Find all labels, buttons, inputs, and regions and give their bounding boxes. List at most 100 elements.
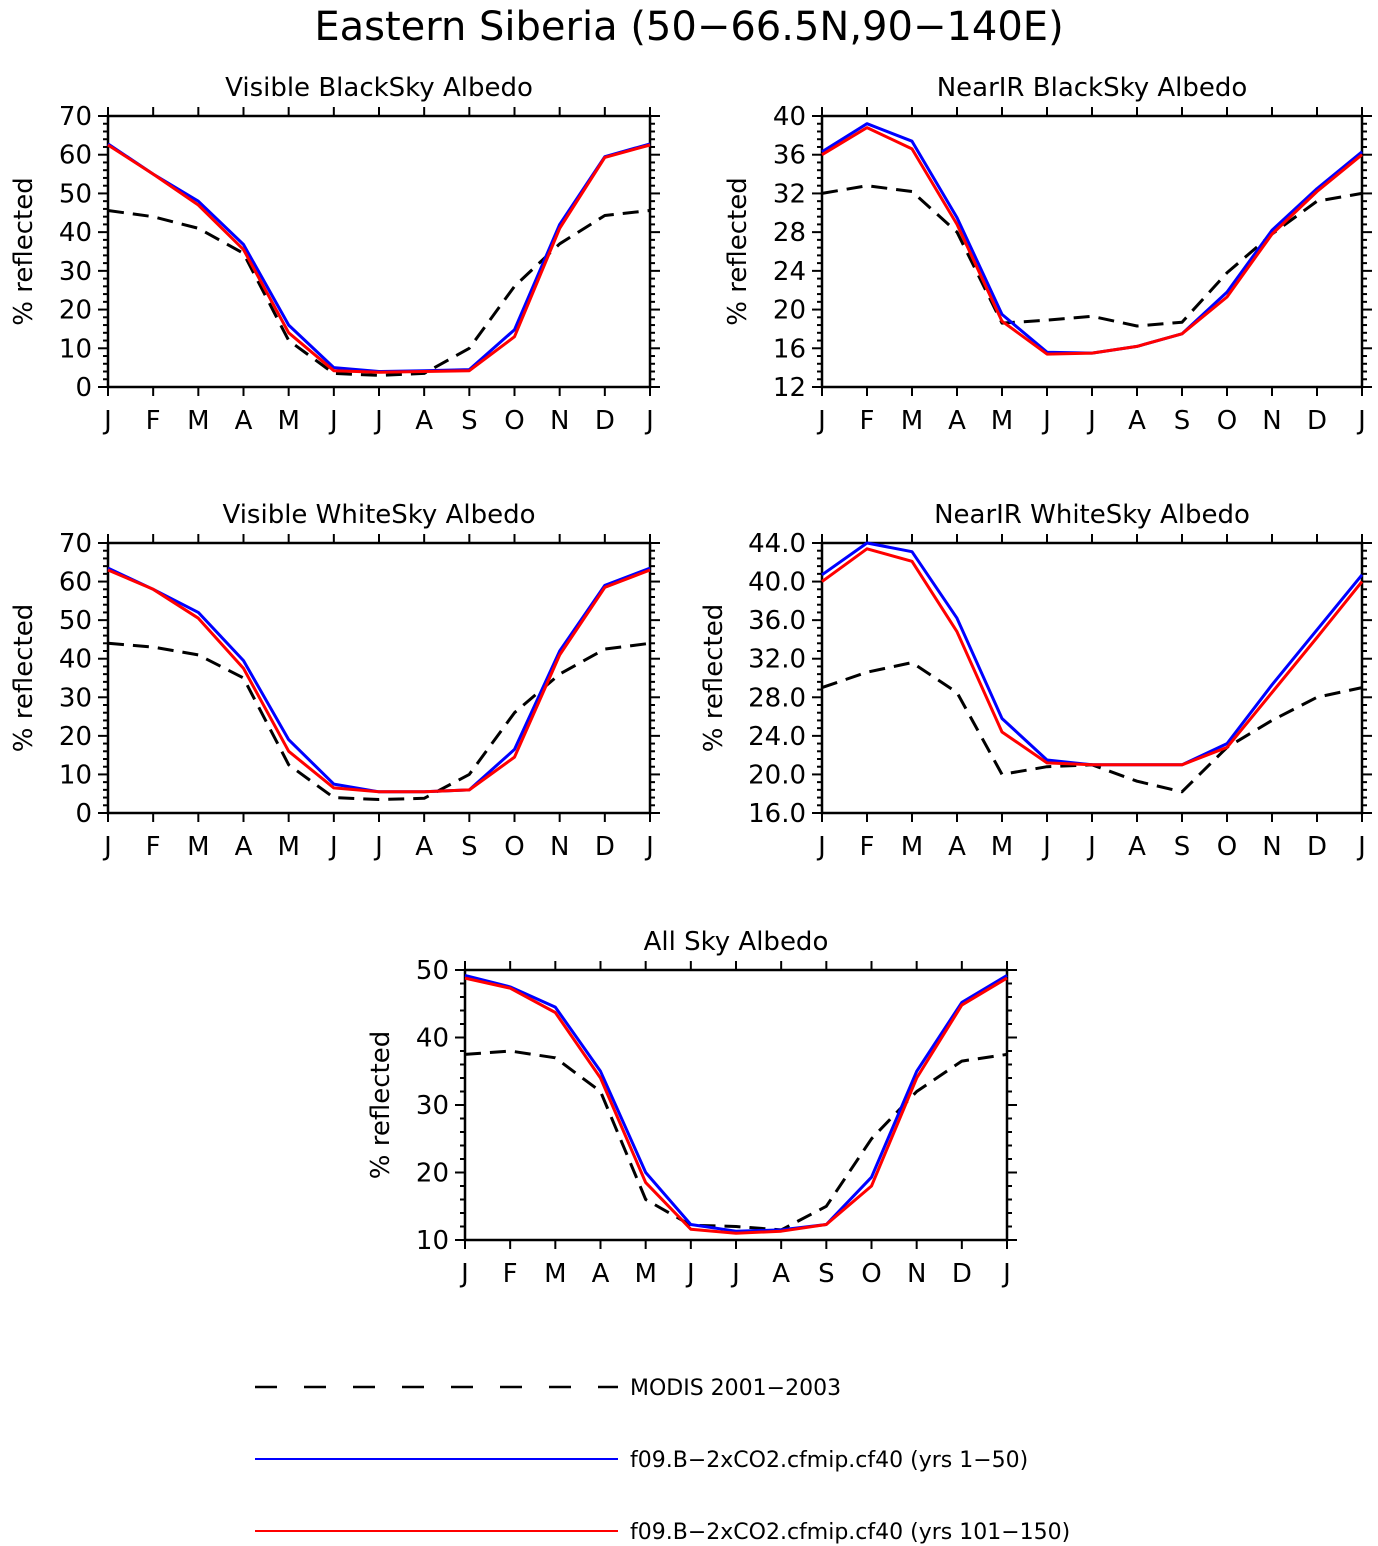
y-axis-label: % reflected — [9, 604, 39, 752]
y-tick-label: 16 — [773, 334, 806, 364]
x-tick-label: J — [459, 1259, 469, 1289]
series-line-run1 — [821, 541, 1364, 767]
x-tick-label: F — [146, 832, 161, 862]
y-tick-label: 20 — [59, 296, 92, 326]
y-tick-label: 60 — [59, 568, 92, 598]
y-tick-label: 60 — [59, 141, 92, 171]
y-tick-label: 12 — [773, 373, 806, 403]
x-tick-label: J — [102, 406, 112, 436]
y-tick-label: 10 — [416, 1226, 449, 1256]
y-tick-label: 50 — [59, 606, 92, 636]
series-line-modis — [464, 1049, 1008, 1232]
x-tick-label: D — [595, 832, 615, 862]
series-line-run2 — [821, 547, 1364, 767]
series-line-run2 — [464, 976, 1008, 1235]
x-tick-label: J — [644, 406, 654, 436]
x-tick-label: J — [1086, 406, 1096, 436]
x-tick-label: F — [146, 406, 161, 436]
x-tick-label: O — [1217, 406, 1237, 436]
x-tick-label: J — [102, 832, 112, 862]
x-tick-label: S — [461, 832, 478, 862]
x-tick-label: A — [772, 1259, 790, 1289]
x-tick-label: J — [1041, 832, 1051, 862]
axis-ticks — [812, 107, 1372, 396]
x-tick-label: M — [187, 406, 209, 436]
panel-title: Visible BlackSky Albedo — [225, 73, 533, 103]
y-axis-label: % reflected — [366, 1031, 396, 1179]
x-tick-label: A — [592, 1259, 610, 1289]
x-tick-label: M — [634, 1259, 656, 1289]
x-tick-label: N — [1262, 406, 1281, 436]
x-tick-label: J — [730, 1259, 740, 1289]
x-tick-label: F — [860, 832, 875, 862]
series-line-run2 — [107, 568, 651, 794]
x-tick-label: A — [235, 832, 253, 862]
y-tick-label: 0 — [75, 799, 92, 829]
y-tick-label: 40 — [59, 645, 92, 675]
series-line-modis — [107, 209, 651, 377]
x-tick-label: M — [901, 406, 923, 436]
x-tick-label: F — [860, 406, 875, 436]
x-tick-label: J — [1001, 1259, 1011, 1289]
series-line-run2 — [107, 143, 651, 374]
x-tick-label: A — [415, 832, 433, 862]
x-tick-label: J — [1356, 832, 1366, 862]
y-tick-label: 24.0 — [748, 722, 806, 752]
x-tick-label: J — [1041, 406, 1051, 436]
x-tick-label: N — [550, 832, 569, 862]
y-tick-label: 36 — [773, 141, 806, 171]
y-tick-label: 30 — [59, 257, 92, 287]
x-tick-label: D — [952, 1259, 972, 1289]
y-tick-label: 70 — [59, 529, 92, 559]
x-tick-label: N — [907, 1259, 926, 1289]
x-tick-label: A — [948, 406, 966, 436]
plot-frame — [463, 968, 1009, 1242]
y-tick-label: 28 — [773, 218, 806, 248]
y-tick-label: 70 — [59, 102, 92, 132]
x-tick-label: A — [235, 406, 253, 436]
series-line-run1 — [107, 566, 651, 794]
x-tick-label: J — [816, 832, 826, 862]
x-tick-label: J — [328, 406, 338, 436]
y-tick-label: 24 — [773, 257, 806, 287]
y-tick-label: 20 — [59, 722, 92, 752]
y-tick-label: 16.0 — [748, 799, 806, 829]
axis-ticks — [455, 961, 1017, 1249]
y-tick-label: 44.0 — [748, 529, 806, 559]
x-tick-label: M — [277, 406, 299, 436]
y-tick-label: 20.0 — [748, 760, 806, 790]
x-tick-label: S — [818, 1259, 835, 1289]
x-tick-label: J — [373, 832, 383, 862]
y-tick-label: 32 — [773, 179, 806, 209]
series-line-run1 — [821, 122, 1363, 355]
y-tick-label: 28.0 — [748, 683, 806, 713]
plot-frame — [106, 541, 652, 815]
panel-title: NearIR BlackSky Albedo — [937, 73, 1248, 103]
y-tick-label: 30 — [416, 1091, 449, 1121]
x-tick-label: M — [991, 406, 1013, 436]
y-tick-label: 20 — [416, 1159, 449, 1189]
x-tick-label: J — [816, 406, 826, 436]
x-tick-label: M — [544, 1259, 566, 1289]
y-axis-label: % reflected — [9, 177, 39, 325]
x-tick-label: J — [685, 1259, 695, 1289]
x-tick-label: D — [595, 406, 615, 436]
x-tick-label: A — [1128, 832, 1146, 862]
x-tick-label: J — [644, 832, 654, 862]
x-tick-label: O — [861, 1259, 881, 1289]
x-tick-label: O — [504, 832, 524, 862]
series-line-run2 — [821, 126, 1363, 356]
x-tick-label: J — [1086, 832, 1096, 862]
x-tick-label: J — [1356, 406, 1366, 436]
y-tick-label: 32.0 — [748, 645, 806, 675]
axis-ticks — [812, 534, 1372, 822]
y-tick-label: 40 — [59, 218, 92, 248]
plot-frame — [820, 541, 1364, 815]
